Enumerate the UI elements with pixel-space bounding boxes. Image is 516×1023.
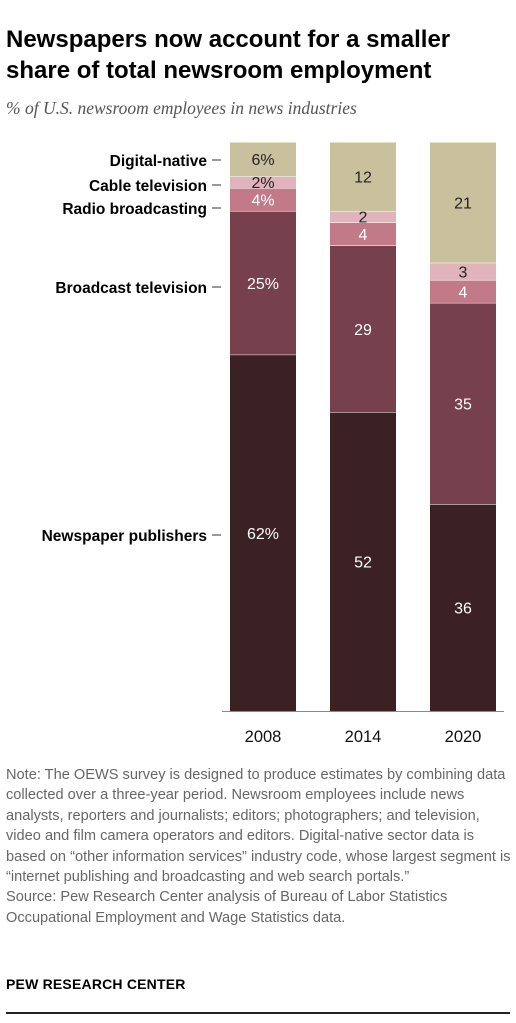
- data-label-cable-television-2008: 2%: [251, 175, 274, 192]
- bar-digital-native-2020: [430, 142, 496, 263]
- bar-newspaper-publishers-2014: [330, 412, 396, 711]
- bar-radio-broadcasting-2014: [330, 222, 396, 246]
- bar-radio-broadcasting-2020: [430, 279, 496, 303]
- x-tick-label-2008: 2008: [245, 728, 282, 746]
- data-label-digital-native-2008: 6%: [251, 152, 274, 169]
- chart-title: Newspapers now account for a smaller sha…: [6, 26, 451, 84]
- chart-subtitle: % of U.S. newsroom employees in news ind…: [6, 98, 357, 118]
- brand-logo-text: PEW RESEARCH CENTER: [6, 976, 186, 992]
- data-label-radio-broadcasting-2014: 4: [359, 227, 368, 244]
- bar-broadcast-television-2014: [330, 245, 396, 413]
- data-label-newspaper-publishers-2014: 52: [354, 555, 372, 572]
- data-label-cable-television-2014: 2: [359, 210, 368, 227]
- data-label-cable-television-2020: 3: [459, 264, 468, 281]
- bar-cable-television-2008: [230, 176, 296, 188]
- chart-note: Note: The OEWS survey is designed to pro…: [6, 765, 512, 928]
- source-text: Source: Pew Research Center analysis of …: [6, 889, 448, 926]
- data-label-digital-native-2014: 12: [354, 169, 372, 186]
- data-label-newspaper-publishers-2020: 36: [454, 601, 472, 618]
- data-label-digital-native-2020: 21: [454, 195, 472, 212]
- bar-broadcast-television-2008: [230, 210, 296, 355]
- legend-label-digital-native: Digital-native: [110, 153, 208, 170]
- data-label-broadcast-television-2008: 25%: [247, 276, 279, 293]
- x-tick-label-2020: 2020: [445, 728, 482, 746]
- bottom-rule: [6, 1012, 510, 1014]
- bar-digital-native-2014: [330, 142, 396, 211]
- data-label-newspaper-publishers-2008: 62%: [247, 526, 279, 543]
- legend-label-newspaper-publishers: Newspaper publishers: [42, 528, 207, 545]
- legend-label-cable-television: Cable television: [89, 178, 207, 195]
- bar-digital-native-2008: [230, 142, 296, 177]
- bar-cable-television-2014: [330, 210, 396, 223]
- data-label-broadcast-television-2014: 29: [354, 322, 372, 339]
- bar-radio-broadcasting-2008: [230, 187, 296, 211]
- data-label-broadcast-television-2020: 35: [454, 397, 472, 414]
- legend-label-radio-broadcasting: Radio broadcasting: [62, 201, 207, 218]
- bar-newspaper-publishers-2008: [230, 354, 296, 711]
- legend-label-broadcast-television: Broadcast television: [55, 280, 207, 297]
- bars-group: [230, 141, 496, 711]
- bar-broadcast-television-2020: [430, 302, 496, 505]
- data-label-radio-broadcasting-2008: 4%: [251, 192, 274, 209]
- x-tick-labels-group: 2008 2014 2020: [245, 728, 482, 746]
- bar-newspaper-publishers-2020: [430, 504, 496, 711]
- data-label-radio-broadcasting-2020: 4: [459, 284, 468, 301]
- bar-cable-television-2020: [430, 262, 496, 280]
- x-tick-label-2014: 2014: [345, 728, 382, 746]
- note-text: Note: The OEWS survey is designed to pro…: [6, 767, 511, 886]
- legend-group: Newspaper publishers Broadcast television…: [42, 153, 221, 545]
